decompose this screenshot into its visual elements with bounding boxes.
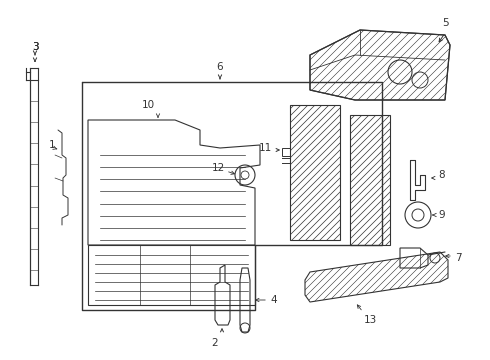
Text: 11: 11 [259,143,272,153]
Text: 1: 1 [49,140,55,150]
Text: 6: 6 [217,62,223,72]
Text: 3: 3 [32,42,38,52]
Text: 8: 8 [438,170,444,180]
Text: 5: 5 [442,18,449,28]
Text: 2: 2 [212,338,219,348]
Text: 12: 12 [212,163,225,173]
Text: 13: 13 [364,315,377,325]
Text: 4: 4 [270,295,277,305]
Text: 7: 7 [455,253,462,263]
Text: 10: 10 [142,100,154,110]
Text: 9: 9 [438,210,444,220]
Text: 3: 3 [32,42,38,52]
